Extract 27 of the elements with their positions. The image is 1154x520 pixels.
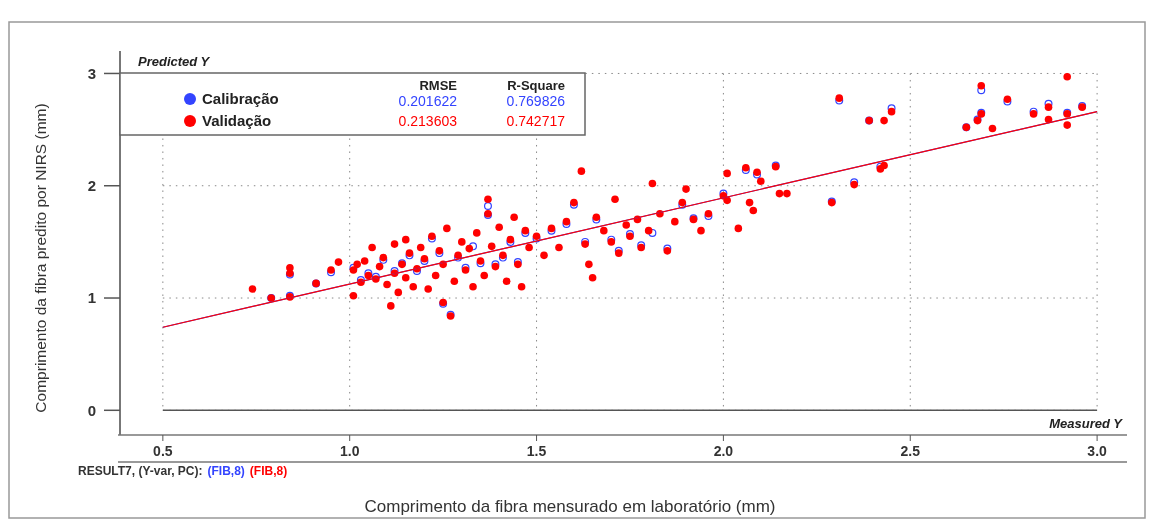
y-tick-label: 0 (87, 401, 97, 419)
annotation: Measured Y (1049, 416, 1124, 431)
y-tick-label: 3 (87, 64, 97, 82)
y-tick-label: 1 (87, 289, 97, 307)
text: RESULT7, (Y-var, PC): (78, 464, 203, 478)
annotation: 0.769826 (506, 93, 566, 109)
x-tick-label: 2.0 (713, 443, 734, 459)
x-tick-label: 1.5 (526, 443, 547, 459)
y-tick-label: 2 (87, 176, 97, 194)
annotation: R-Square (507, 78, 565, 93)
x-tick-label: 3.0 (1087, 443, 1108, 459)
annotation: RMSE (419, 78, 458, 93)
x-tick-label: 1.0 (339, 443, 360, 459)
legend-label: Validação (202, 112, 272, 129)
y-axis-title: Comprimento da fibra predito por NIRS (mm) (32, 103, 49, 413)
x-axis-title: Comprimento da fibra mensurado em laboratório (mm) (364, 497, 776, 516)
text: (FIB,8) (207, 464, 245, 478)
annotation: 0.201622 (398, 93, 458, 109)
annotation: 0.213603 (398, 113, 458, 129)
x-tick-label: 0.5 (153, 443, 173, 459)
text: (FIB,8) (249, 464, 288, 478)
legend-item: Calibração (184, 90, 279, 107)
legend-label: Calibração (202, 90, 279, 107)
annotation: 0.742717 (506, 113, 566, 129)
x-tick-label: 2.5 (900, 443, 921, 459)
legend-item: Validação (184, 112, 272, 129)
annotation: Predicted Y (138, 54, 211, 69)
